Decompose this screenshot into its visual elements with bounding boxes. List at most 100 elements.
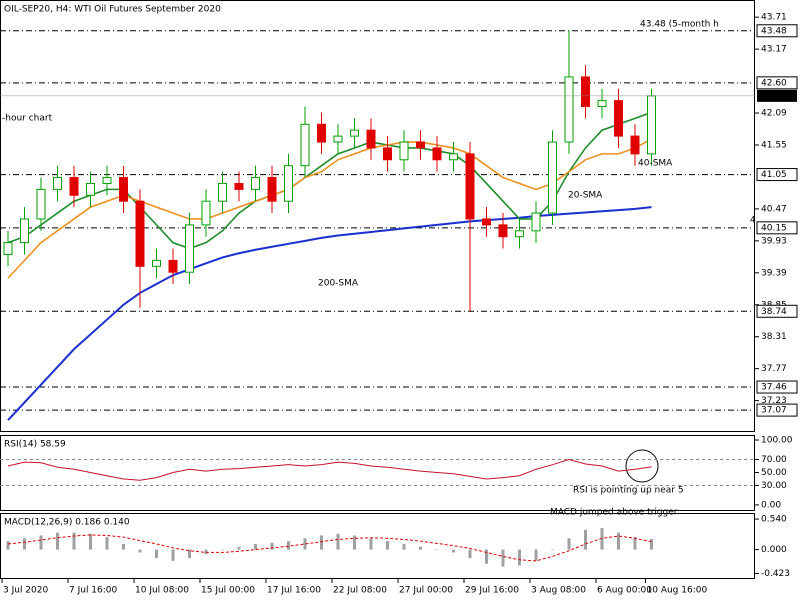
candle-body <box>201 200 211 226</box>
price-panel <box>0 0 755 432</box>
macd-bar <box>254 543 257 550</box>
sma-label: 20-SMA <box>568 191 603 201</box>
level-label: 37.07 <box>761 406 787 416</box>
macd-bar <box>303 538 307 550</box>
sma-line <box>7 111 652 250</box>
y-tick-label: 40.47 <box>761 204 787 214</box>
x-tick-label: 6 Aug 00:00 <box>597 586 652 596</box>
current-price-label: 42.38 <box>761 91 787 101</box>
candle-body <box>234 182 244 190</box>
candle-body <box>119 177 128 202</box>
macd-bar <box>485 549 488 564</box>
rsi-highlight-circle <box>625 449 659 483</box>
y-tick-label: 39.93 <box>761 236 787 246</box>
x-tick-label: 3 Aug 08:00 <box>531 586 586 596</box>
level-label: 40.15 <box>761 223 787 233</box>
y-tick-label: 70.00 <box>761 455 787 465</box>
macd-bar <box>72 532 76 550</box>
annotation: MACD jumped above trigger <box>550 508 678 518</box>
macd-bar <box>287 541 290 550</box>
x-tick-label: 10 Jul 08:00 <box>135 586 189 596</box>
level-label: 37.46 <box>761 383 787 393</box>
candle-body <box>564 76 574 143</box>
macd-bar <box>551 549 554 551</box>
candle-body <box>152 259 161 267</box>
level-label: 38.74 <box>761 307 787 317</box>
level-label-box <box>756 24 798 38</box>
y-tick-label: 43.17 <box>761 45 787 55</box>
y-tick-label: 0.000 <box>761 545 787 555</box>
macd-bar <box>584 529 587 550</box>
candle-body <box>284 165 293 202</box>
candle-body <box>86 182 95 196</box>
level-label-box <box>756 403 798 417</box>
macd-bar <box>39 535 43 550</box>
macd-bar <box>650 539 653 550</box>
y-tick-label: 39.39 <box>761 268 787 278</box>
candle-body <box>317 123 326 143</box>
level-label: 41.05 <box>761 170 787 180</box>
y-tick-label: 37.23 <box>761 396 787 406</box>
macd-bar <box>56 532 59 550</box>
macd-bar <box>155 549 158 559</box>
macd-bar <box>320 535 323 550</box>
candle-body <box>449 153 458 161</box>
macd-bar <box>138 549 142 553</box>
y-tick-label: 38.31 <box>761 332 787 342</box>
rsi-header: RSI(14) 58.59 <box>4 440 66 450</box>
candle-body <box>102 177 112 184</box>
candle-body <box>432 147 442 161</box>
candle-body <box>3 242 13 255</box>
candle-body <box>36 188 46 220</box>
macd-bar <box>171 549 175 561</box>
candle-body <box>366 129 376 149</box>
candle-body <box>20 218 29 244</box>
candle-body <box>581 76 590 108</box>
macd-bar <box>270 542 274 550</box>
y-tick-label: 0.00 <box>761 500 781 510</box>
macd-bar <box>633 537 637 550</box>
macd-bar <box>188 549 191 559</box>
macd-bar <box>435 549 439 551</box>
macd-bar <box>468 549 472 559</box>
y-tick-label: 0.540 <box>761 515 787 525</box>
signal-line <box>7 534 652 562</box>
macd-bar <box>518 549 521 566</box>
y-tick-label: 50.00 <box>761 468 787 478</box>
sma-line <box>7 206 652 421</box>
sma-label: 200-SMA <box>318 279 359 289</box>
y-tick-label: 37.77 <box>761 364 787 374</box>
x-tick-label: 22 Jul 08:00 <box>333 586 387 596</box>
current-price-box <box>757 89 797 102</box>
candle-body <box>300 123 310 167</box>
y-tick-label: 43.71 <box>761 13 787 23</box>
macd-bar <box>353 535 356 550</box>
x-tick-label: 15 Jul 00:00 <box>201 586 255 596</box>
candle-body <box>597 100 607 108</box>
candle-body <box>399 141 409 161</box>
candle-body <box>498 224 508 238</box>
candle-body <box>482 218 491 226</box>
candle-body <box>383 147 392 161</box>
candle-body <box>350 129 359 137</box>
level-label-box <box>756 76 798 90</box>
x-tick-label: 7 Jul 16:00 <box>69 586 118 596</box>
candle-body <box>251 177 260 190</box>
x-tick-label: 3 Jul 2020 <box>3 586 48 596</box>
y-tick-label: -0.423 <box>761 569 790 579</box>
annotation: 43.48 (5-month h <box>640 20 719 30</box>
macd-bar <box>237 546 241 550</box>
candle-body <box>218 182 227 202</box>
candle-body <box>416 141 425 149</box>
annotation: 4 <box>750 216 756 226</box>
candle-body <box>267 177 277 202</box>
macd-bar <box>452 549 455 553</box>
macd-bar <box>89 533 92 550</box>
x-tick-label: 29 Jul 16:00 <box>465 586 519 596</box>
macd-bar <box>501 549 505 567</box>
x-tick-label: 17 Jul 16:00 <box>267 586 321 596</box>
macd-bar <box>23 538 26 550</box>
macd-panel <box>0 513 755 579</box>
annotation: -hour chart <box>2 114 53 124</box>
